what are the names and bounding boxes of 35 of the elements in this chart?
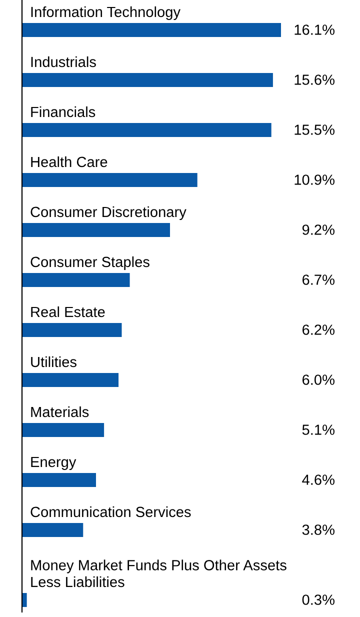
y-tick-label: Real Estate [31,306,105,318]
bar [22,523,84,537]
bar [22,173,198,187]
y-tick-label: Consumer Staples [30,256,150,270]
y-tick-label: Energy [31,456,76,470]
y-tick-label: Information Technology [31,6,180,20]
bar [22,373,119,387]
data-label: 5.1% [302,424,334,435]
bar [22,273,130,287]
bar [22,73,273,87]
y-tick-label: Industrials [31,56,96,68]
bar [22,423,104,437]
y-tick-label: Utilities [31,356,76,368]
bar [22,323,122,337]
data-label: 15.5% [294,124,334,135]
data-label: 15.6% [294,74,334,85]
bar [22,123,272,137]
bar [22,223,170,237]
bar [22,23,281,37]
y-tick-label: Consumer Discretionary [30,206,186,220]
data-label: 4.6% [302,474,334,485]
y-tick-label: Communication Services [30,506,191,518]
data-label: 6.7% [302,274,334,285]
y-tick-label: Health Care [31,156,108,168]
y-tick-label: Financials [31,106,96,118]
data-label: 6.0% [302,374,334,385]
y-tick-label: Materials [31,406,89,418]
bar [22,473,96,487]
data-label: 3.8% [302,524,334,535]
y-tick-label: Money Market Funds Plus Other Assets Less Liabilities [31,560,286,588]
data-label: 6.2% [302,324,334,335]
data-label: 16.1% [294,24,334,35]
data-label: 10.9% [294,174,334,185]
data-label: 0.3% [302,594,334,605]
data-label: 9.2% [302,224,334,235]
